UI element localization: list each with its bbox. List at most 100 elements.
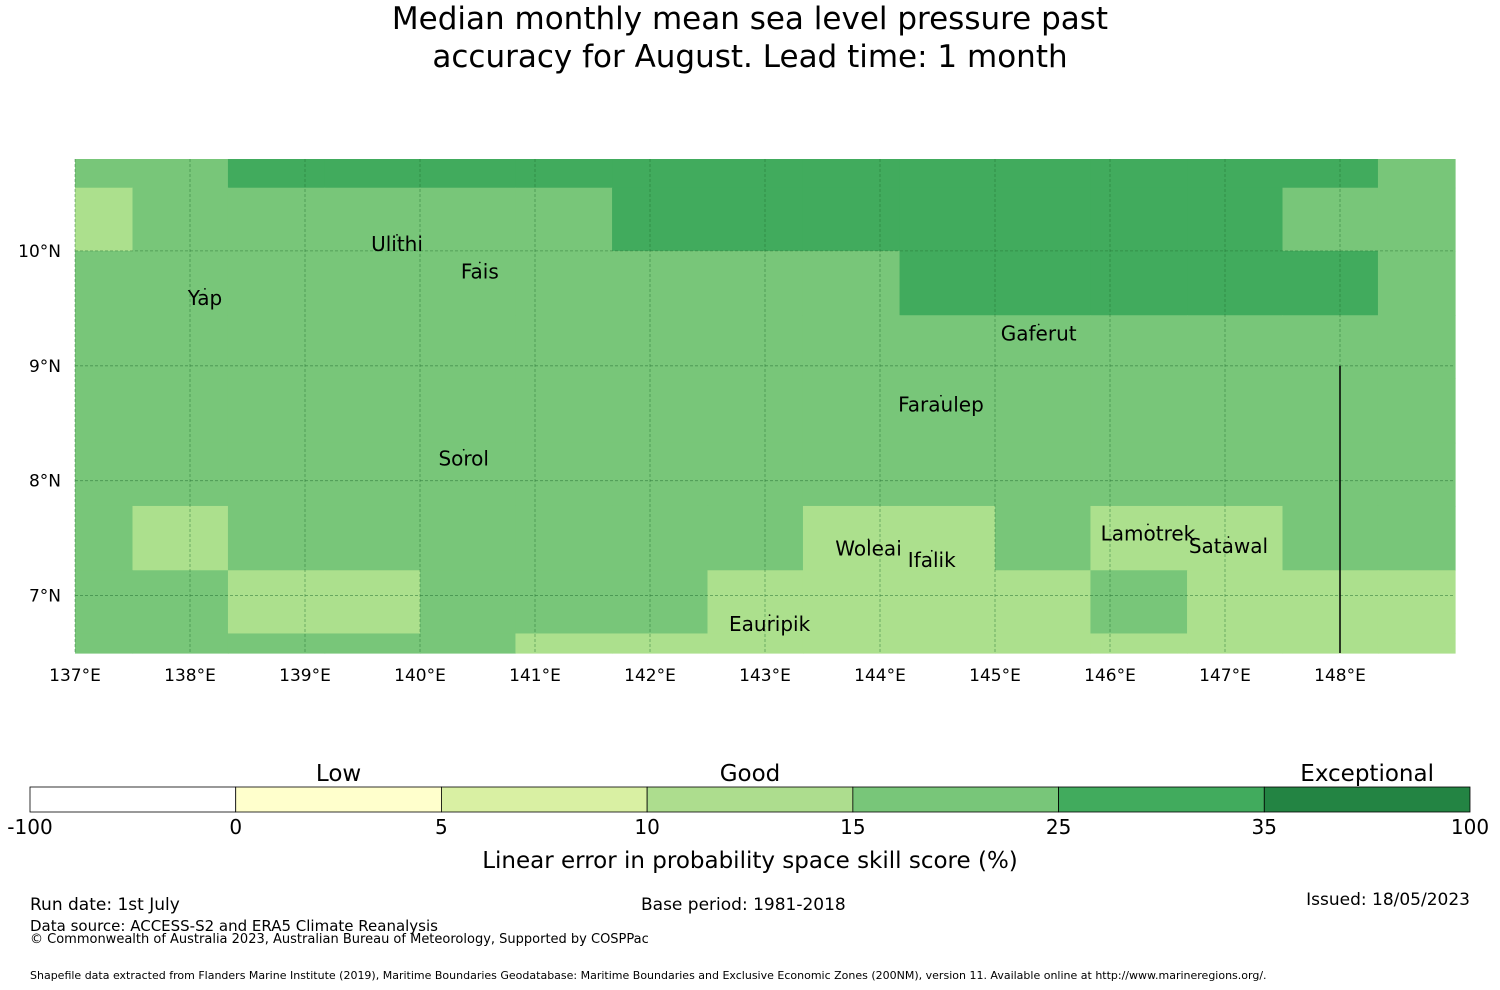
- grid-cell: [1377, 570, 1456, 635]
- grid-cell: [420, 378, 517, 444]
- colorbar-tick-label: 100: [1451, 815, 1489, 839]
- grid-cell: [995, 159, 1092, 189]
- title-line-2: accuracy for August. Lead time: 1 month: [432, 39, 1068, 75]
- grid-cell: [899, 315, 996, 380]
- grid-cell: [227, 570, 326, 635]
- place-label: Ulithi: [371, 232, 423, 256]
- grid-cell: [995, 505, 1092, 571]
- colorbar-tick-label: 25: [1046, 815, 1071, 839]
- grid-cell: [707, 570, 804, 635]
- grid-cell: [515, 187, 613, 252]
- grid-cell: [899, 250, 996, 316]
- grid-cell: [612, 633, 709, 654]
- grid-cell: [1377, 378, 1456, 444]
- grid-cell: [1090, 250, 1188, 316]
- grid-cell: [515, 505, 613, 571]
- lat-tick-label: 9°N: [29, 357, 61, 377]
- grid-cell: [1377, 633, 1456, 654]
- grid-cell: [1282, 315, 1379, 380]
- grid-cell: [227, 315, 326, 380]
- grid-cell: [324, 505, 421, 571]
- grid-cell: [515, 633, 613, 654]
- grid-cell: [707, 187, 804, 252]
- colorbar-legend: -100 0 5 10 15 25 35 100 Low Good Exceptional Linea…: [7, 761, 1489, 874]
- colorbar-tick-label: -100: [7, 815, 52, 839]
- grid-cell: [132, 570, 229, 635]
- grid-cell: [1090, 442, 1188, 507]
- grid-cell: [802, 159, 901, 189]
- grid-cell: [132, 378, 229, 444]
- place-label: Satawal: [1189, 534, 1268, 558]
- grid-cell: [515, 570, 613, 635]
- grid-cell: [227, 187, 326, 252]
- island-marker: [1147, 523, 1149, 526]
- place-label: Gaferut: [1001, 322, 1077, 346]
- colorbar-bin: [646, 786, 854, 813]
- island-marker: [462, 448, 465, 451]
- grid-cell: [132, 159, 229, 189]
- lon-tick-label: 148°E: [1314, 666, 1366, 686]
- grid-cell: [707, 378, 804, 444]
- place-label: Eauripik: [729, 612, 811, 636]
- place-label: Lamotrek: [1101, 521, 1196, 545]
- grid-cell: [1090, 159, 1188, 189]
- grid-cell: [1187, 505, 1284, 571]
- grid-cell: [515, 159, 613, 189]
- grid-cell: [324, 442, 421, 507]
- grid-cell: [75, 159, 134, 189]
- grid-cell: [324, 315, 421, 380]
- grid-cell: [995, 315, 1092, 380]
- grid-cell: [1090, 633, 1188, 654]
- grid-cell: [802, 378, 901, 444]
- chart-title: Median monthly mean sea level pressure p…: [0, 0, 1500, 76]
- colorbar-tick-label: 5: [435, 815, 448, 839]
- lon-tick-label: 138°E: [164, 666, 216, 686]
- grid-cell: [612, 159, 709, 189]
- run-date: Run date: 1st July: [30, 895, 180, 915]
- title-line-1: Median monthly mean sea level pressure p…: [391, 1, 1109, 37]
- place-label: Fais: [461, 259, 499, 283]
- grid-cell: [1282, 570, 1379, 635]
- lon-tick-label: 140°E: [394, 666, 446, 686]
- grid-cell: [1090, 187, 1188, 252]
- grid-cell: [707, 505, 804, 571]
- grid-cell: [75, 442, 134, 507]
- base-period: Base period: 1981-2018: [641, 895, 846, 915]
- grid-cell: [324, 378, 421, 444]
- grid-cell: [515, 250, 613, 316]
- grid-cell: [1282, 250, 1379, 316]
- island-marker: [396, 234, 398, 236]
- grid-cell: [515, 378, 613, 444]
- grid-cell: [802, 187, 901, 252]
- island-marker: [768, 614, 771, 617]
- grid-cell: [227, 442, 326, 507]
- grid-cell: [1187, 442, 1284, 507]
- grid-cell: [227, 250, 326, 316]
- skill-grid: [75, 159, 1456, 654]
- grid-cell: [75, 250, 134, 316]
- grid-cell: [1187, 187, 1284, 252]
- grid-cell: [899, 633, 996, 654]
- place-label: Sorol: [438, 447, 489, 471]
- lon-tick-label: 144°E: [854, 666, 906, 686]
- colorbar-category-label: Exceptional: [1300, 761, 1434, 787]
- colorbar-bin: [235, 786, 442, 813]
- grid-cell: [899, 570, 996, 635]
- lon-tick-label: 142°E: [624, 666, 676, 686]
- grid-cell: [75, 570, 134, 635]
- grid-cell: [1090, 315, 1188, 380]
- grid-cell: [707, 633, 804, 654]
- grid-cell: [707, 159, 804, 189]
- grid-cell: [132, 505, 229, 571]
- grid-cell: [1090, 378, 1188, 444]
- grid-cell: [1187, 570, 1284, 635]
- grid-cell: [995, 378, 1092, 444]
- island-marker: [940, 394, 942, 397]
- grid-cell: [1377, 505, 1456, 571]
- grid-cell: [1187, 633, 1284, 654]
- lon-tick-label: 147°E: [1199, 666, 1251, 686]
- colorbar-bin: [1263, 786, 1471, 813]
- grid-cell: [324, 250, 421, 316]
- colorbar-tick-label: 35: [1252, 815, 1277, 839]
- grid-cell: [132, 633, 229, 654]
